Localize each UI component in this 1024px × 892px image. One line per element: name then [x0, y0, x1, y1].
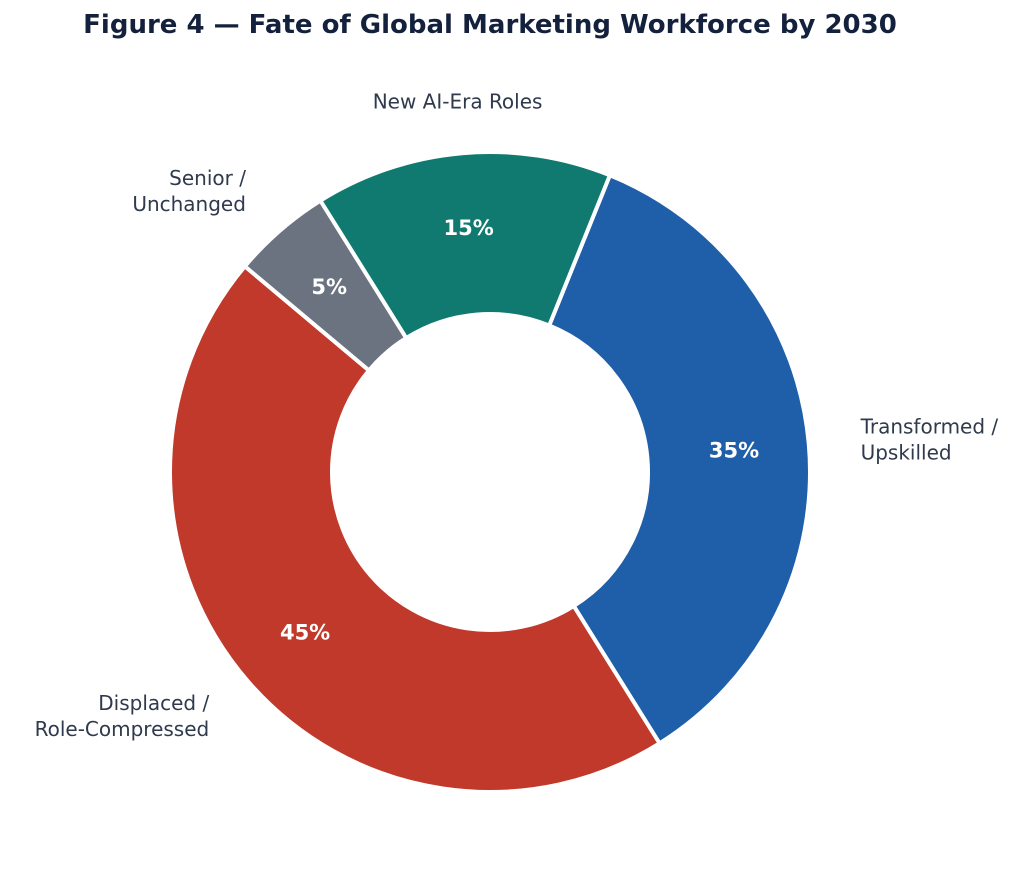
slice-transformed-upskilled [547, 173, 812, 746]
pct-label: 5% [311, 275, 347, 299]
category-label: Senior / Unchanged [132, 166, 246, 216]
chart-title: Figure 4 — Fate of Global Marketing Work… [83, 10, 897, 40]
slices-group [168, 150, 812, 794]
slice-new-ai-era-roles [318, 150, 612, 341]
pct-label: 15% [444, 216, 494, 240]
pct-label: 35% [709, 439, 759, 463]
category-label: Transformed / Upskilled [860, 415, 999, 465]
labels-group: 35% Transformed / Upskilled 45% Displaced / R… [35, 89, 999, 741]
slice-displaced-role-compressed [168, 264, 662, 794]
category-label: New AI-Era Roles [373, 89, 543, 113]
category-label: Displaced / Role-Compressed [35, 691, 210, 741]
pct-label: 45% [280, 621, 330, 645]
